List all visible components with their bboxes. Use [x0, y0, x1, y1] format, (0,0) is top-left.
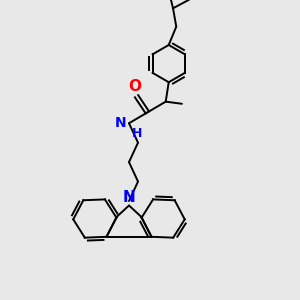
Text: N: N — [115, 116, 127, 130]
Text: H: H — [131, 127, 142, 140]
Text: O: O — [129, 79, 142, 94]
Text: N: N — [123, 190, 135, 205]
